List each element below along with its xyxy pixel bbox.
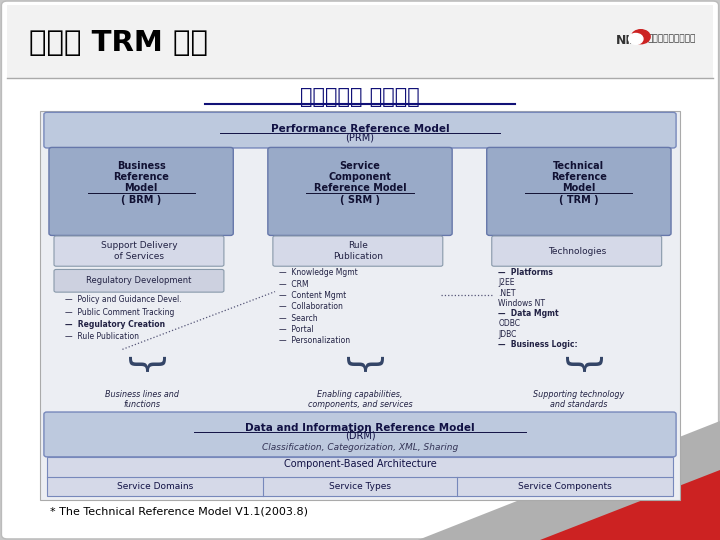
Text: Regulatory Development: Regulatory Development <box>86 276 192 285</box>
Text: Service Domains: Service Domains <box>117 482 193 491</box>
Circle shape <box>631 30 650 44</box>
FancyBboxPatch shape <box>44 112 676 148</box>
Circle shape <box>629 33 643 44</box>
Text: Support Delivery
of Services: Support Delivery of Services <box>101 241 177 261</box>
Text: Supporting technology
and standards: Supporting technology and standards <box>534 390 624 409</box>
Text: Component-Based Architecture: Component-Based Architecture <box>284 460 436 469</box>
Text: J2EE: J2EE <box>498 279 515 287</box>
Text: 한국정보사회진흥원: 한국정보사회진흥원 <box>648 35 696 43</box>
Text: —  Data Mgmt: — Data Mgmt <box>498 309 559 318</box>
Text: JDBC: JDBC <box>498 330 517 339</box>
Text: —  Business Logic:: — Business Logic: <box>498 340 578 349</box>
Text: Service Types: Service Types <box>329 482 391 491</box>
Text: Classification, Categorization, XML, Sharing: Classification, Categorization, XML, Sha… <box>262 443 458 451</box>
Text: }: } <box>560 355 598 380</box>
Text: Service: Service <box>340 161 380 172</box>
FancyBboxPatch shape <box>487 147 671 235</box>
Text: 범정부 TRM 소개: 범정부 TRM 소개 <box>29 29 208 57</box>
Text: Rule
Publication: Rule Publication <box>333 241 383 261</box>
Text: }: } <box>341 355 379 380</box>
Text: —  Portal: — Portal <box>279 325 314 334</box>
Text: ( BRM ): ( BRM ) <box>121 195 161 205</box>
FancyBboxPatch shape <box>268 147 452 235</box>
FancyBboxPatch shape <box>492 236 662 266</box>
Bar <box>47 457 673 496</box>
Text: —  Knowledge Mgmt: — Knowledge Mgmt <box>279 268 358 277</box>
Text: —  Content Mgmt: — Content Mgmt <box>279 291 346 300</box>
Text: (DRM): (DRM) <box>345 431 375 441</box>
Text: NIA: NIA <box>616 34 640 47</box>
Text: —  Platforms: — Platforms <box>498 268 553 277</box>
Bar <box>7 5 713 78</box>
Text: Component: Component <box>328 172 392 183</box>
FancyBboxPatch shape <box>49 147 233 235</box>
Text: ( SRM ): ( SRM ) <box>340 195 380 205</box>
Text: Technical: Technical <box>553 161 605 172</box>
Polygon shape <box>418 421 720 540</box>
Text: —  Search: — Search <box>279 314 318 322</box>
Text: Reference: Reference <box>113 172 169 183</box>
Bar <box>40 111 680 500</box>
Text: Performance Reference Model: Performance Reference Model <box>271 124 449 133</box>
Text: —  Regulatory Creation: — Regulatory Creation <box>65 320 165 329</box>
Text: Reference: Reference <box>551 172 607 183</box>
Text: Service Components: Service Components <box>518 482 612 491</box>
Text: Technologies: Technologies <box>548 247 606 255</box>
Text: —  Policy and Guidance Devel.: — Policy and Guidance Devel. <box>65 295 181 304</box>
FancyBboxPatch shape <box>54 269 224 292</box>
Text: Business: Business <box>117 161 166 172</box>
Polygon shape <box>540 470 720 540</box>
FancyBboxPatch shape <box>44 412 676 457</box>
Text: }: } <box>123 355 161 380</box>
FancyBboxPatch shape <box>273 236 443 266</box>
Text: —  CRM: — CRM <box>279 280 309 288</box>
Text: —  Public Comment Tracking: — Public Comment Tracking <box>65 308 174 316</box>
Text: Model: Model <box>125 183 158 193</box>
Text: —  Collaboration: — Collaboration <box>279 302 343 311</box>
Text: Windows NT: Windows NT <box>498 299 545 308</box>
Text: Data and Information Reference Model: Data and Information Reference Model <box>246 423 474 433</box>
Text: —  Rule Publication: — Rule Publication <box>65 333 139 341</box>
Text: * The Technical Reference Model V1.1(2003.8): * The Technical Reference Model V1.1(200… <box>50 507 308 517</box>
Text: Business lines and
functions: Business lines and functions <box>105 390 179 409</box>
Text: ODBC: ODBC <box>498 320 521 328</box>
FancyBboxPatch shape <box>54 236 224 266</box>
Text: Reference Model: Reference Model <box>314 183 406 193</box>
Text: Model: Model <box>562 183 595 193</box>
Text: (PRM): (PRM) <box>346 132 374 142</box>
Text: 참조모델간 연관관계: 참조모델간 연관관계 <box>300 87 420 107</box>
Text: .NET: .NET <box>498 289 516 298</box>
Text: —  Personalization: — Personalization <box>279 336 351 345</box>
Text: Enabling capabilities,
components, and services: Enabling capabilities, components, and s… <box>307 390 413 409</box>
Text: ( TRM ): ( TRM ) <box>559 195 599 205</box>
